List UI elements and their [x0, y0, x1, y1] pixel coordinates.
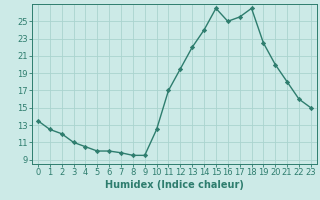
X-axis label: Humidex (Indice chaleur): Humidex (Indice chaleur) [105, 180, 244, 190]
